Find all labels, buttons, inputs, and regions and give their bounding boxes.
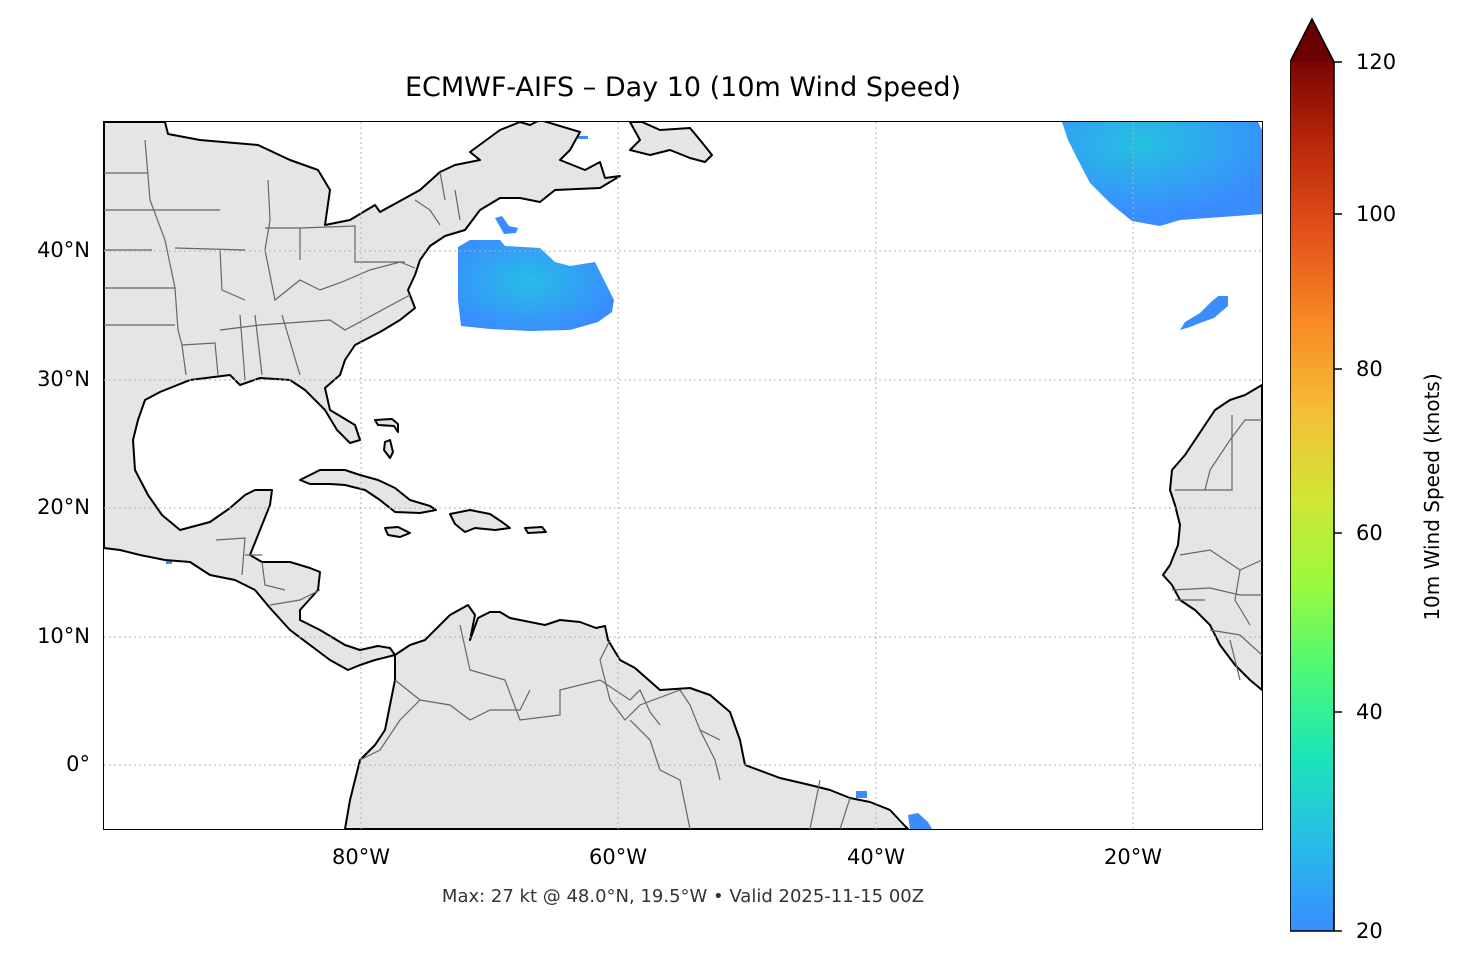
x-tick-label: 20°W [1104, 845, 1162, 869]
x-tick-label: 60°W [589, 845, 647, 869]
y-tick-label: 0° [66, 752, 90, 776]
colorbar-tick-label: 60 [1356, 521, 1383, 545]
land-layer [104, 122, 1262, 829]
colorbar [1290, 17, 1342, 932]
y-tick-label: 20°N [37, 495, 90, 519]
colorbar-tick-label: 40 [1356, 700, 1383, 724]
map-canvas [104, 122, 1262, 829]
gridlines [104, 122, 1262, 829]
x-tick-label: 40°W [847, 845, 905, 869]
map-plot-area[interactable] [104, 122, 1262, 829]
colorbar-tick-label: 80 [1356, 357, 1383, 381]
y-tick-label: 30°N [37, 367, 90, 391]
colorbar-tick-label: 100 [1356, 202, 1397, 226]
chart-title: ECMWF-AIFS – Day 10 (10m Wind Speed) [404, 72, 962, 103]
border-layer [104, 139, 1262, 829]
colorbar-tick-label: 120 [1356, 50, 1397, 74]
colorbar-tick-label: 20 [1356, 919, 1383, 943]
y-tick-label: 40°N [37, 238, 90, 262]
wind-shading-layer [166, 122, 1262, 829]
x-tick-label: 80°W [332, 845, 390, 869]
colorbar-gradient [1290, 17, 1342, 932]
max-valid-caption: Max: 27 kt @ 48.0°N, 19.5°W • Valid 2025… [441, 886, 925, 907]
colorbar-label: 10m Wind Speed (knots) [1420, 373, 1444, 621]
y-tick-label: 10°N [37, 624, 90, 648]
